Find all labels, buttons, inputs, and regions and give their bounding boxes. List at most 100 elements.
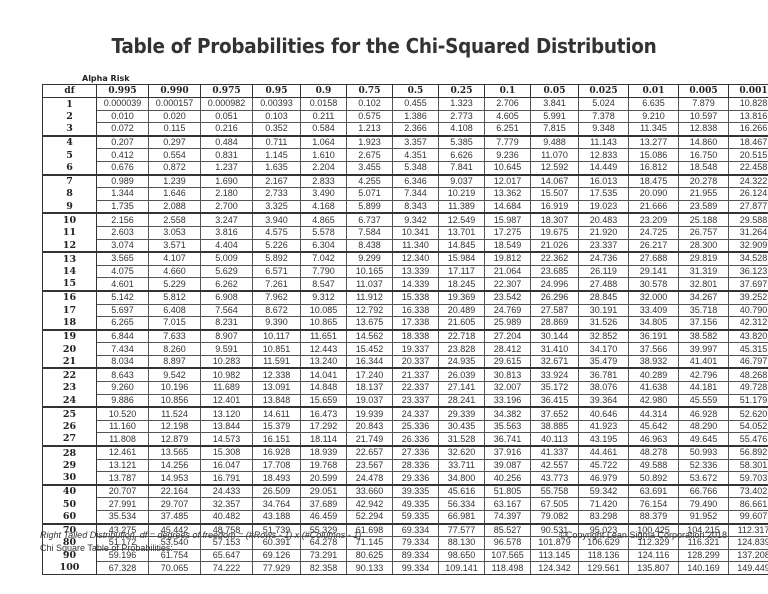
value-cell: 0.352 xyxy=(252,122,301,137)
value-cell: 12.592 xyxy=(530,160,579,176)
value-cell: 118.136 xyxy=(578,548,629,563)
value-cell: 63.691 xyxy=(628,483,679,499)
value-cell: 28.241 xyxy=(438,393,485,408)
value-cell: 10.341 xyxy=(392,225,439,240)
value-cell: 45.559 xyxy=(678,393,729,408)
value-cell: 9.488 xyxy=(530,134,579,150)
value-cell: 26.217 xyxy=(628,238,679,253)
value-cell: 11.345 xyxy=(628,122,679,137)
value-cell: 73.402 xyxy=(728,483,768,499)
value-cell: 6.251 xyxy=(484,122,531,137)
value-cell: 7.261 xyxy=(252,277,301,292)
value-cell: 32.007 xyxy=(484,381,531,395)
value-cell: 12.879 xyxy=(148,432,201,447)
df-cell: 20 xyxy=(42,342,97,356)
value-cell: 4.108 xyxy=(438,122,485,137)
value-cell: 27.141 xyxy=(438,381,485,395)
value-cell: 52.294 xyxy=(346,509,393,525)
value-cell: 4.107 xyxy=(148,251,201,266)
value-cell: 51.805 xyxy=(484,483,531,499)
value-cell: 14.449 xyxy=(578,160,629,176)
value-cell: 1.239 xyxy=(148,173,201,189)
value-cell: 9.542 xyxy=(148,367,201,383)
value-cell: 4.351 xyxy=(392,148,439,162)
value-cell: 23.209 xyxy=(628,212,679,227)
value-cell: 29.615 xyxy=(484,354,531,369)
value-cell: 88.379 xyxy=(628,509,679,525)
value-cell: 67.328 xyxy=(96,561,149,575)
value-cell: 24.725 xyxy=(628,225,679,240)
value-cell: 58.301 xyxy=(728,458,768,473)
value-cell: 8.643 xyxy=(96,367,149,383)
value-cell: 19.023 xyxy=(578,199,629,214)
value-cell: 8.907 xyxy=(200,328,253,344)
value-cell: 22.718 xyxy=(438,328,485,344)
value-cell: 9.037 xyxy=(438,173,485,189)
value-cell: 0.072 xyxy=(96,122,149,137)
value-cell: 9.886 xyxy=(96,393,149,408)
value-cell: 77.929 xyxy=(252,561,301,575)
value-cell: 109.141 xyxy=(438,561,485,575)
copyright: ©Copyright Lean Sigma Corporation 2018 xyxy=(559,530,727,540)
value-cell: 13.844 xyxy=(200,419,253,434)
value-cell: 5.142 xyxy=(96,289,149,305)
value-cell: 77.577 xyxy=(438,522,485,538)
value-cell: 10.597 xyxy=(678,109,729,124)
value-cell: 19.337 xyxy=(392,342,439,356)
value-cell: 36.741 xyxy=(484,432,531,447)
value-cell: 15.338 xyxy=(392,289,439,305)
value-cell: 21.064 xyxy=(484,264,531,279)
value-cell: 8.231 xyxy=(200,316,253,331)
value-cell: 6.844 xyxy=(96,328,149,344)
value-cell: 0.831 xyxy=(200,148,253,162)
value-cell: 43.820 xyxy=(728,328,768,344)
value-cell: 8.438 xyxy=(346,238,393,253)
value-cell: 7.378 xyxy=(578,109,629,124)
value-cell: 37.485 xyxy=(148,509,201,525)
value-cell: 41.337 xyxy=(530,445,579,460)
value-cell: 33.196 xyxy=(484,393,531,408)
table-row: 80 51.172 53.540 57.153 60.391 64.278 71.145 79… xyxy=(42,536,768,550)
value-cell: 18.548 xyxy=(678,160,729,176)
value-cell: 3.841 xyxy=(530,97,579,111)
value-cell: 9.260 xyxy=(96,381,149,395)
value-cell: 3.074 xyxy=(96,238,149,253)
value-cell: 12.833 xyxy=(578,148,629,162)
value-cell: 9.210 xyxy=(628,109,679,124)
value-cell: 19.675 xyxy=(530,225,579,240)
value-cell: 26.039 xyxy=(438,367,485,383)
df-cell: 23 xyxy=(42,381,97,395)
value-cell: 29.707 xyxy=(148,497,201,511)
value-cell: 16.812 xyxy=(628,160,679,176)
value-cell: 0.000982 xyxy=(200,97,253,111)
df-cell: 40 xyxy=(42,483,97,498)
value-cell: 5.009 xyxy=(200,251,253,266)
value-cell: 124.342 xyxy=(530,561,579,575)
value-cell: 0.000157 xyxy=(148,97,201,111)
df-cell: 5 xyxy=(42,148,97,162)
value-cell: 13.121 xyxy=(96,458,149,473)
table-row: 90 59.196 61.754 65.647 69.126 73.291 80.625 89… xyxy=(42,548,768,563)
value-cell: 11.808 xyxy=(96,432,149,447)
value-cell: 1.064 xyxy=(300,134,347,150)
value-cell: 13.240 xyxy=(300,354,347,369)
value-cell: 13.339 xyxy=(392,264,439,279)
value-cell: 0.584 xyxy=(300,122,347,137)
value-cell: 7.584 xyxy=(346,225,393,240)
value-cell: 49.588 xyxy=(628,458,679,473)
table-row: 12 3.074 3.571 4.404 5.226 6.304 8.438 11.340 14… xyxy=(42,238,768,253)
value-cell: 45.616 xyxy=(438,483,485,499)
table-row: 10 2.156 2.558 3.247 3.940 4.865 6.737 9.342 12.… xyxy=(42,212,768,227)
value-cell: 7.015 xyxy=(148,316,201,331)
value-cell: 20.515 xyxy=(728,148,768,162)
value-cell: 6.626 xyxy=(438,148,485,162)
value-cell: 2.558 xyxy=(148,212,201,227)
df-cell: 29 xyxy=(42,459,97,472)
value-cell: 28.336 xyxy=(392,458,439,473)
value-cell: 1.323 xyxy=(438,97,485,111)
value-cell: 36.415 xyxy=(530,393,579,408)
value-cell: 28.300 xyxy=(678,238,729,253)
value-cell: 42.796 xyxy=(678,367,729,383)
value-cell: 11.651 xyxy=(300,328,347,344)
value-cell: 15.308 xyxy=(200,445,253,460)
